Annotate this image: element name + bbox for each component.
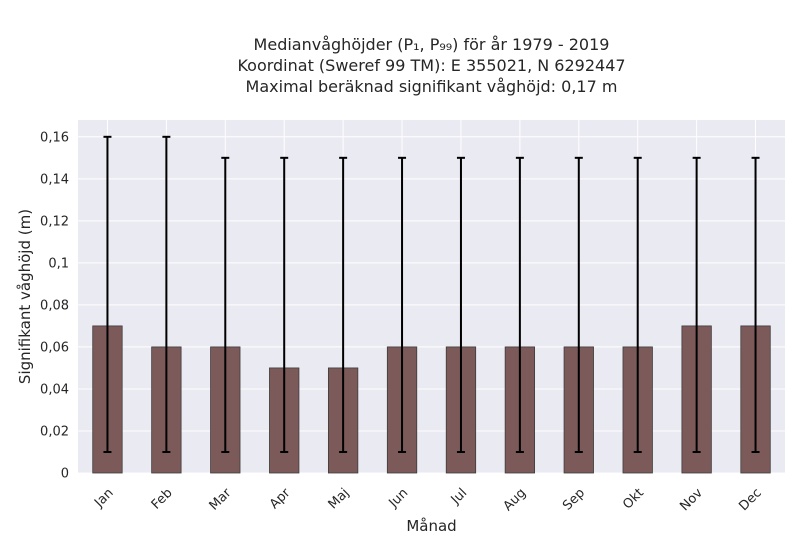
y-tick-label: 0,08: [40, 298, 69, 313]
y-tick-label: 0,02: [40, 424, 69, 439]
error-bars: [103, 135, 760, 453]
x-tick-label: Mar: [207, 485, 235, 513]
x-tick-label: Apr: [267, 485, 294, 512]
y-axis-label: Signifikant våghöjd (m): [16, 209, 34, 384]
y-tick-label: 0,04: [40, 382, 69, 397]
x-tick-label: Maj: [326, 486, 353, 513]
plot-area: [78, 120, 785, 473]
x-tick-label: Dec: [736, 486, 764, 514]
y-tick-label: 0: [61, 467, 69, 482]
x-tick-label: Sep: [560, 486, 588, 514]
y-tick-label: 0,12: [40, 214, 69, 229]
chart-title: Medianvåghöjder (P₁, P₉₉) för år 1979 - …: [78, 34, 785, 97]
x-tick-labels: Jan Feb Mar Apr Maj Jun Jul Aug Sep Okt Nov Dec: [91, 485, 765, 514]
chart-title-line-1: Medianvåghöjder (P₁, P₉₉) för år 1979 - …: [253, 35, 610, 54]
y-tick-label: 0,16: [40, 130, 69, 145]
x-tick-label: Nov: [677, 485, 706, 514]
y-tick-label: 0,06: [40, 340, 69, 355]
x-tick-label: Aug: [501, 486, 530, 515]
y-tick-labels: 0 0,02 0,04 0,06 0,08 0,1 0,12 0,14 0,16: [40, 130, 69, 481]
chart-title-line-2: Koordinat (Sweref 99 TM): E 355021, N 62…: [237, 56, 626, 75]
x-tick-label: Okt: [620, 486, 647, 513]
y-tick-label: 0,1: [48, 256, 69, 271]
x-tick-label: Jul: [448, 486, 470, 508]
x-tick-label: Jun: [386, 486, 412, 512]
x-tick-label: Feb: [149, 486, 176, 513]
y-tick-label: 0,14: [40, 172, 69, 187]
x-tick-label: Jan: [91, 486, 116, 511]
chart-title-line-3: Maximal beräknad signifikant våghöjd: 0,…: [245, 77, 618, 96]
x-axis-label: Månad: [406, 517, 456, 535]
